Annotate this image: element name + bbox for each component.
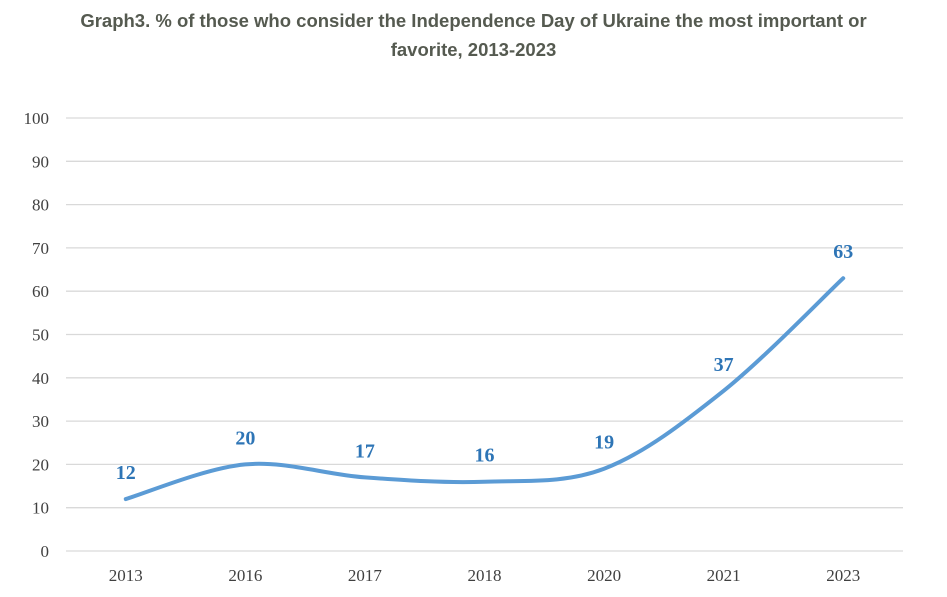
- y-tick-label: 20: [32, 455, 49, 474]
- data-label: 37: [714, 354, 734, 376]
- y-tick-label: 50: [32, 326, 49, 345]
- series-line: [123, 276, 846, 502]
- x-tick-label: 2018: [468, 566, 502, 585]
- y-tick-label: 60: [32, 282, 49, 301]
- x-tick-label: 2017: [348, 566, 383, 585]
- y-tick-label: 30: [32, 412, 49, 431]
- x-tick-label: 2021: [707, 566, 741, 585]
- data-label: 17: [355, 440, 375, 462]
- y-tick-label: 0: [41, 542, 50, 561]
- y-tick-label: 80: [32, 196, 49, 215]
- x-tick-label: 2023: [826, 566, 860, 585]
- y-tick-label: 40: [32, 369, 49, 388]
- x-tick-label: 2020: [587, 566, 621, 585]
- y-tick-label: 70: [32, 239, 49, 258]
- chart-title-line2: favorite, 2013-2023: [390, 39, 557, 60]
- x-tick-label: 2016: [228, 566, 262, 585]
- data-label: 16: [475, 445, 495, 467]
- x-tick-label: 2013: [109, 566, 143, 585]
- data-label: 12: [116, 462, 136, 484]
- data-label: 20: [235, 427, 255, 449]
- y-tick-label: 100: [24, 109, 50, 128]
- data-label: 63: [833, 241, 853, 263]
- data-label: 19: [594, 432, 614, 454]
- y-tick-label: 90: [32, 152, 49, 171]
- chart-title: Graph3. % of those who consider the Inde…: [0, 6, 947, 64]
- y-tick-label: 10: [32, 499, 49, 518]
- chart-title-line1: Graph3. % of those who consider the Inde…: [80, 10, 867, 31]
